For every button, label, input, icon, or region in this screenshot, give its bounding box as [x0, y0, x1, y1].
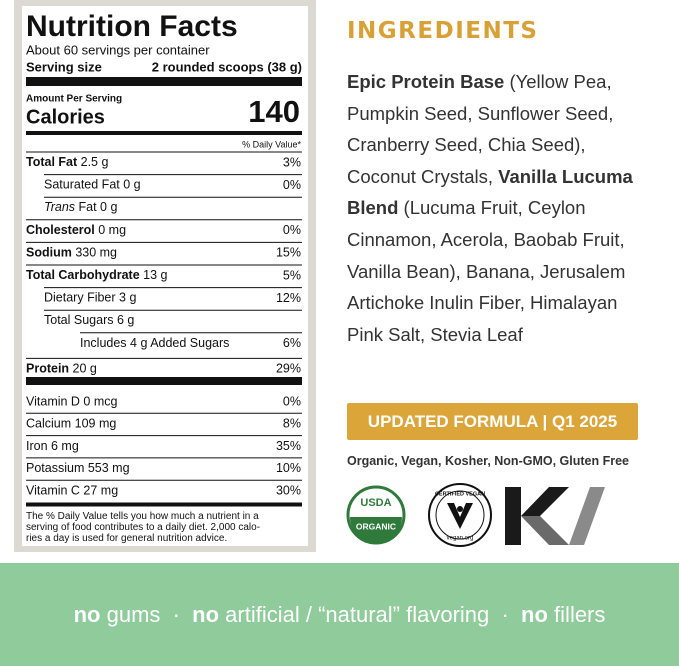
nutrient-label: Sodium 330 mg — [26, 246, 117, 260]
daily-value: 6% — [283, 336, 301, 350]
daily-value: 12% — [276, 291, 301, 305]
kosher-logo — [505, 487, 605, 545]
nutrient-part: Fat 0 g — [75, 200, 117, 214]
footer-part: no — [521, 601, 548, 627]
daily-value: 0% — [283, 223, 301, 237]
daily-value: 35% — [276, 439, 301, 453]
daily-value: 15% — [276, 246, 301, 260]
nutrient-part: 2.5 g — [77, 155, 108, 169]
serving-size: 2 rounded scoops (38 g) — [152, 59, 302, 74]
nutrition-title: Nutrition Facts — [26, 10, 238, 43]
thick-rule — [26, 77, 302, 86]
daily-value: 5% — [283, 268, 301, 282]
footer-part: no — [192, 601, 220, 627]
vitamin-label: Vitamin C 27 mg — [26, 483, 118, 497]
certifications: Organic, Vegan, Kosher, Non-GMO, Gluten … — [347, 454, 629, 468]
vegan-bottom-text: vegan.org — [447, 536, 474, 542]
vitamin-label: Iron 6 mg — [26, 439, 79, 453]
nutrient-part: Trans — [44, 200, 75, 214]
nutrient-label: Trans Fat 0 g — [44, 200, 117, 214]
nutrient-part: 13 g — [140, 268, 168, 282]
nutrient-label: Total Sugars 6 g — [44, 313, 134, 327]
daily-value: 0% — [283, 394, 301, 408]
vegan-top-text: CERTIFIED VEGAN — [435, 491, 485, 497]
footer-part: no — [73, 601, 101, 627]
dv-header: % Daily Value* — [242, 139, 301, 149]
vegan-logo: CERTIFIED VEGAN vegan.org — [428, 483, 492, 547]
ingredient-part: (Yellow Pea, Pumpkin Seed, Sunflower See… — [347, 71, 614, 187]
footer-part: artificial / “natural” flavoring · — [219, 601, 522, 627]
nutrient-part: Total Carbohydrate — [26, 268, 140, 282]
nutrient-label: Protein 20 g — [26, 362, 97, 376]
nutrient-label: Dietary Fiber 3 g — [44, 291, 136, 305]
amount-per-serving: Amount Per Serving — [26, 94, 122, 105]
usda-logo: USDA ORGANIC — [346, 485, 406, 545]
nutrient-part: 20 g — [69, 362, 97, 376]
medium-rule — [26, 131, 302, 135]
nutrient-part: Cholesterol — [26, 223, 95, 237]
daily-value: 29% — [276, 362, 301, 376]
nutrient-part: Dietary Fiber 3 g — [44, 291, 136, 305]
vitamin-label: Calcium 109 mg — [26, 417, 116, 431]
footnote-line: ries a day is used for general nutrition… — [26, 533, 227, 544]
nutrient-label: Cholesterol 0 mg — [26, 223, 126, 237]
nutrient-part: Total Sugars 6 g — [44, 313, 134, 327]
panel — [22, 6, 308, 546]
nutrient-label: Total Fat 2.5 g — [26, 155, 108, 169]
nutrient-part: 0 mg — [95, 223, 126, 237]
footer-band: no gums · no artificial / “natural” flav… — [0, 563, 679, 666]
serving-size-label: Serving size — [26, 59, 102, 74]
nutrient-part: Includes 4 g Added Sugars — [80, 336, 229, 350]
thick-rule — [26, 377, 302, 385]
usda-text: USDA — [360, 497, 391, 509]
daily-value: 8% — [283, 417, 301, 431]
daily-value: 10% — [276, 461, 301, 475]
servings: About 60 servings per container — [26, 42, 210, 57]
footer-part: fillers — [547, 601, 606, 627]
daily-value: 3% — [283, 155, 301, 169]
ingredients-text: Epic Protein Base (Yellow Pea, Pumpkin S… — [347, 66, 647, 350]
nutrient-part: Total Fat — [26, 155, 78, 169]
daily-value: 30% — [276, 483, 301, 497]
ingredient-part: Vanilla Lucuma Blend — [347, 165, 633, 219]
nutrient-part: 330 mg — [72, 246, 117, 260]
vitamin-label: Potassium 553 mg — [26, 461, 130, 475]
organic-text: ORGANIC — [356, 521, 396, 531]
ingredients-title: INGREDIENTS — [347, 18, 539, 44]
nutrient-part: Protein — [26, 362, 69, 376]
daily-value: 0% — [283, 178, 301, 192]
footnote-line: serving of food contributes to a daily d… — [26, 522, 260, 533]
formula-banner: UPDATED FORMULA | Q1 2025 — [347, 403, 638, 440]
nutrient-label: Total Carbohydrate 13 g — [26, 268, 168, 282]
nutrient-label: Includes 4 g Added Sugars — [80, 336, 229, 350]
ingredient-part: Epic Protein Base — [347, 71, 505, 92]
nutrient-label: Saturated Fat 0 g — [44, 178, 141, 192]
footer-part: gums · — [100, 601, 193, 627]
nutrient-part: Sodium — [26, 246, 72, 260]
footnote-line: The % Daily Value tells you how much a n… — [26, 511, 259, 522]
nutrient-part: Saturated Fat 0 g — [44, 178, 141, 192]
vitamin-label: Vitamin D 0 mcg — [26, 394, 118, 408]
calories-label: Calories — [26, 106, 105, 128]
ingredient-part: (Lucuma Fruit, Ceylon Cinnamon, Acerola,… — [347, 197, 626, 345]
medium-rule — [26, 502, 302, 507]
calories: 140 — [248, 94, 300, 129]
